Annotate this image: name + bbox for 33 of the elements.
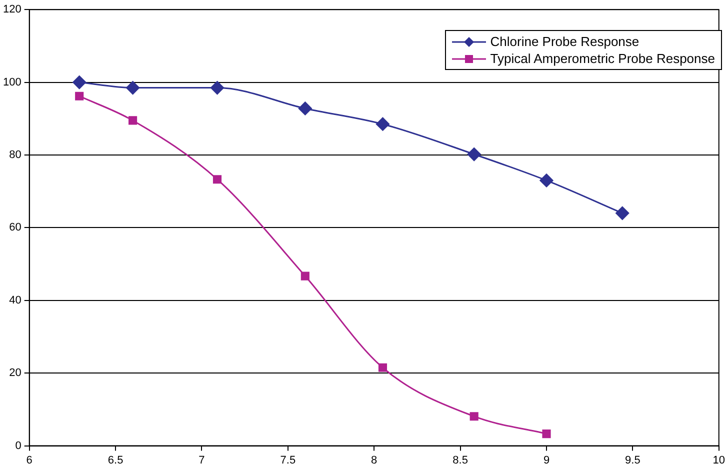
point <box>542 430 551 438</box>
point <box>616 206 630 220</box>
y-tick-label: 40 <box>9 294 22 306</box>
y-tick-label: 80 <box>9 149 22 162</box>
point <box>212 175 222 184</box>
x-tick-label: 8 <box>371 454 378 466</box>
y-tick-label: 0 <box>15 440 22 452</box>
point <box>470 412 478 421</box>
x-tick-label: 7.5 <box>280 454 296 466</box>
y-tick-label: 120 <box>2 4 22 16</box>
point <box>378 363 388 372</box>
x-tick-label: 6.5 <box>108 454 124 466</box>
point <box>540 174 554 188</box>
point <box>210 81 224 95</box>
legend-label: Chlorine Probe Response <box>490 33 640 50</box>
x-tick-label: 10 <box>712 454 726 466</box>
point <box>298 102 312 116</box>
point <box>72 76 86 90</box>
point <box>126 81 140 95</box>
y-tick-label: 100 <box>2 76 22 88</box>
x-tick-label: 8.5 <box>452 454 468 466</box>
y-tick-label: 20 <box>9 367 22 380</box>
x-tick-label: 9 <box>543 454 550 466</box>
point <box>75 92 84 100</box>
x-tick-label: 7 <box>198 454 205 466</box>
point <box>376 117 390 131</box>
x-tick-label: 9.5 <box>625 454 640 466</box>
y-tick-label: 60 <box>9 222 22 234</box>
point <box>300 272 310 280</box>
legend-label: Typical Amperometric Probe Response <box>490 50 715 67</box>
point <box>467 148 481 162</box>
x-tick-label: 6 <box>26 454 32 466</box>
point <box>128 116 138 125</box>
